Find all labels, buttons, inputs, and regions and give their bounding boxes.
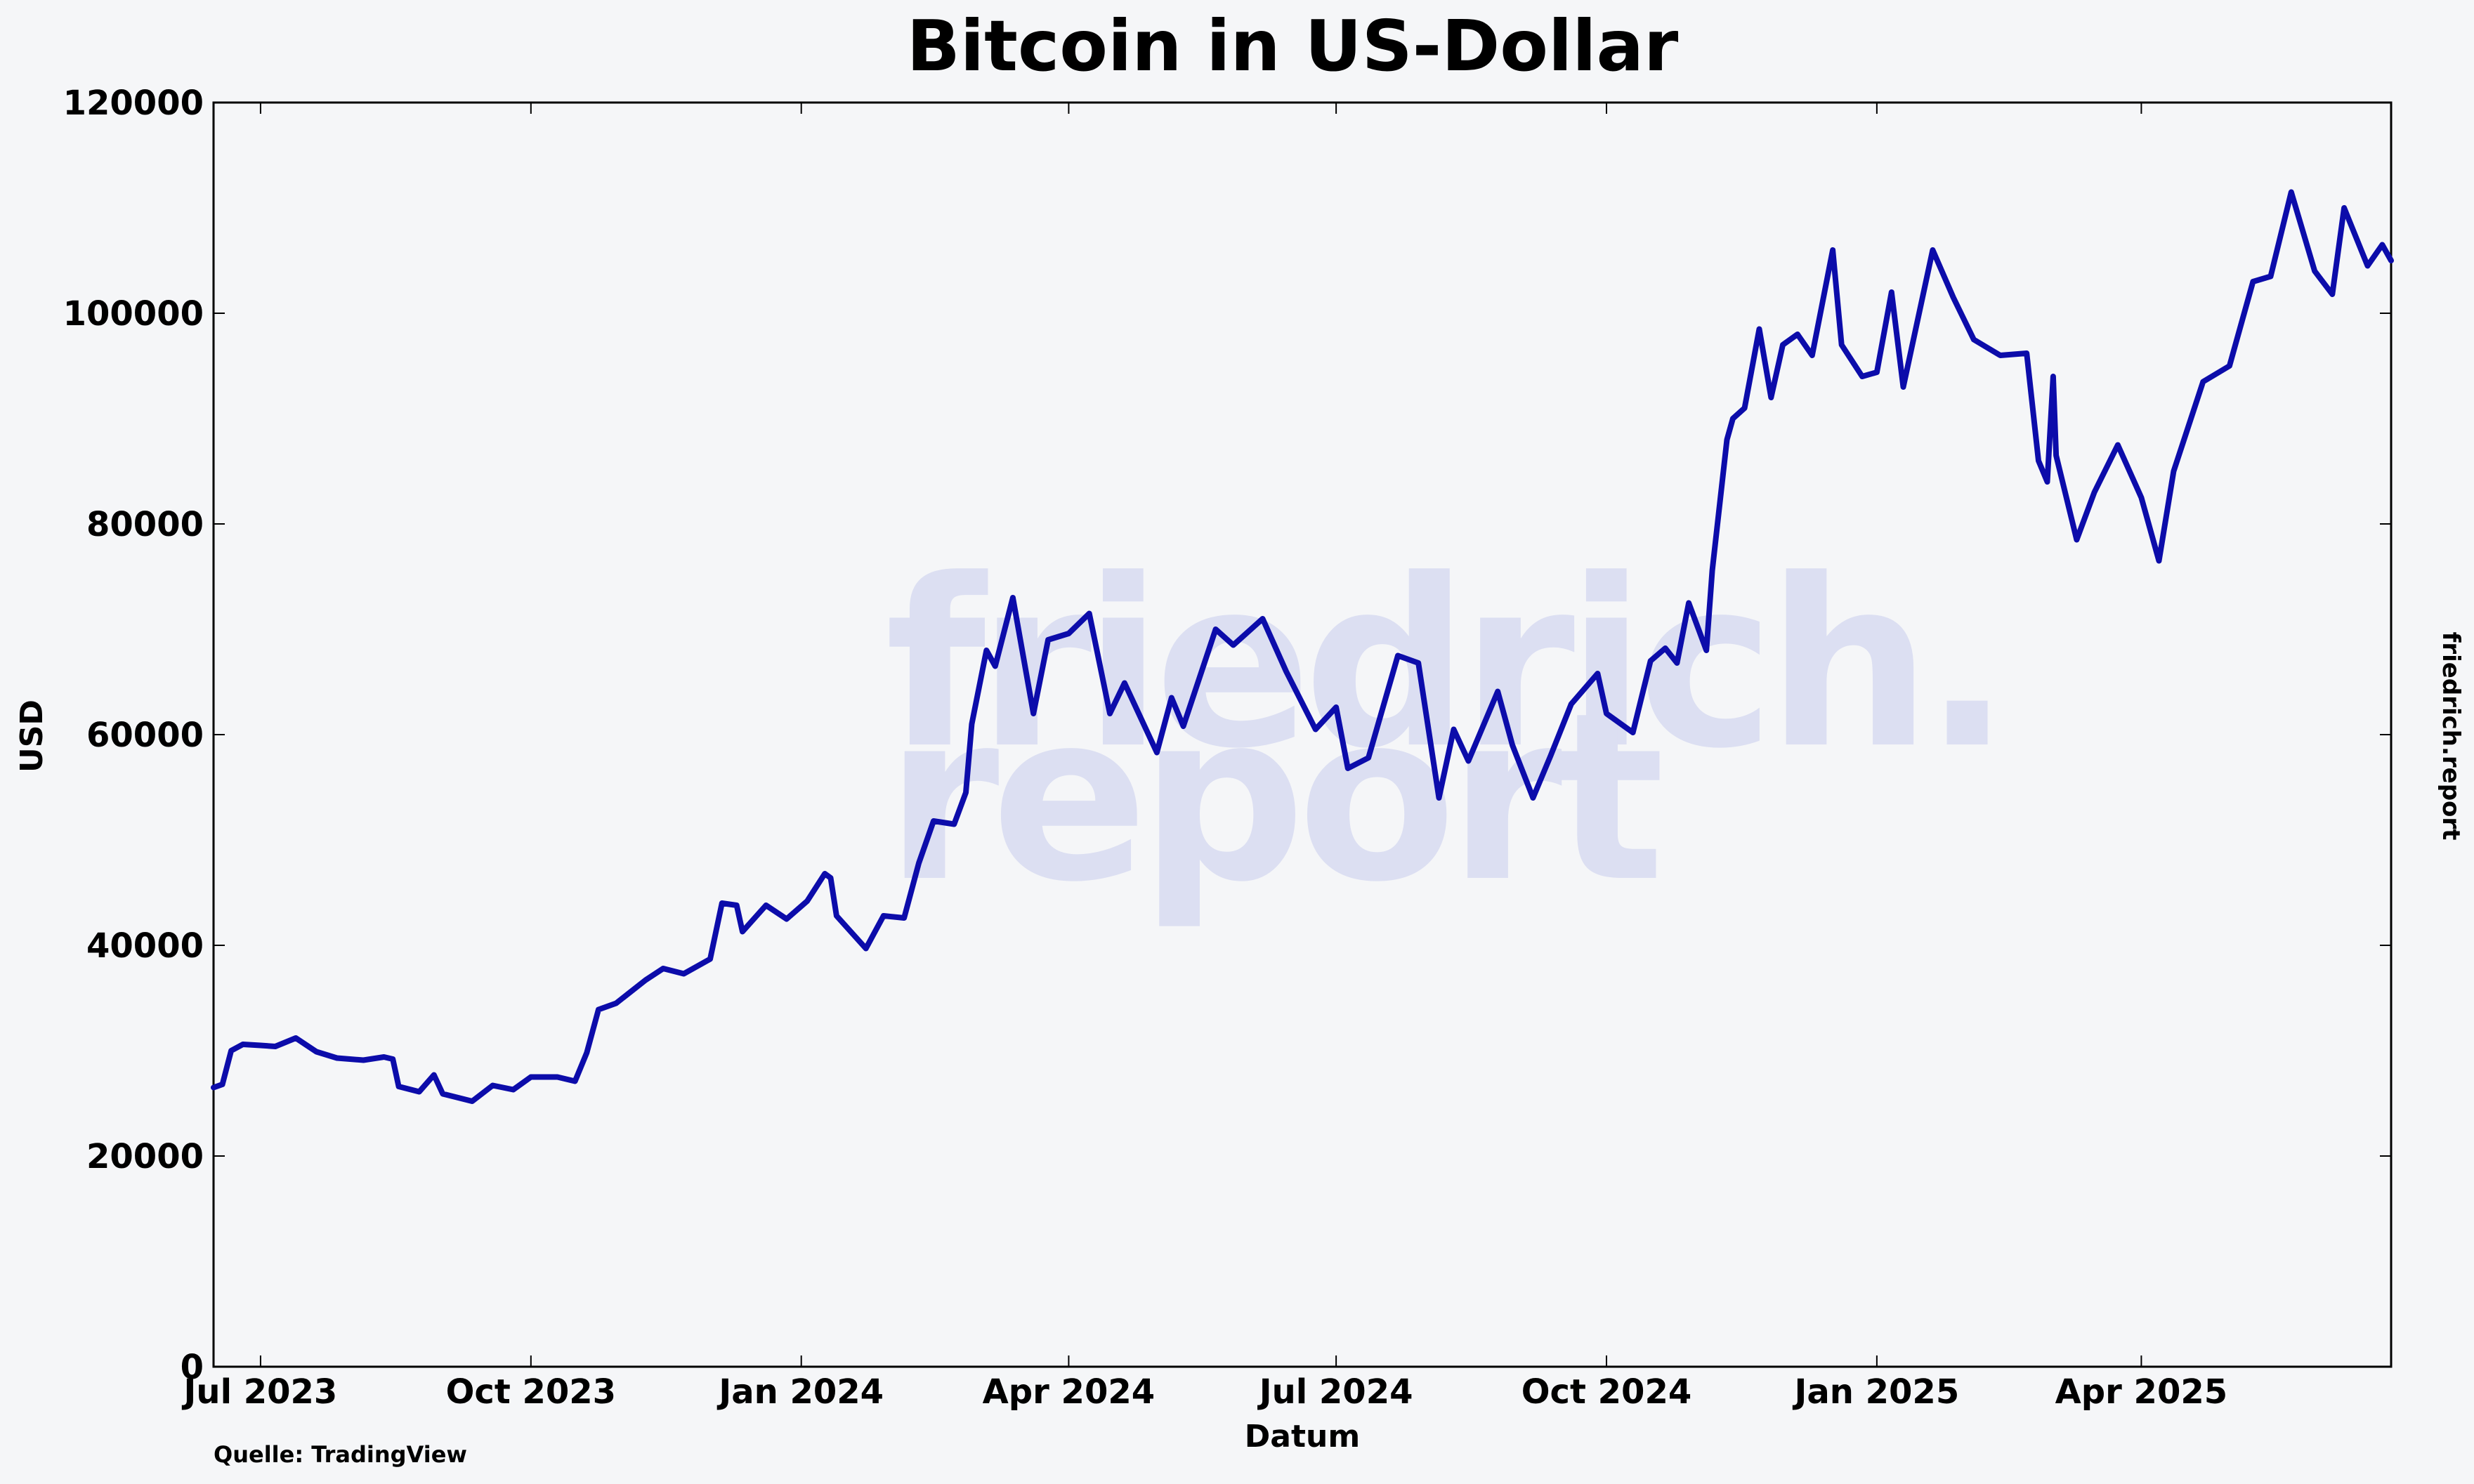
price-series-line bbox=[211, 189, 2394, 1104]
chart-title: Bitcoin in US-Dollar bbox=[907, 5, 1679, 87]
y-axis-label: USD bbox=[14, 700, 50, 773]
y-tick-label-1: 20000 bbox=[86, 1137, 204, 1176]
x-tick-label-0: Jul 2023 bbox=[182, 1372, 338, 1412]
x-tick-label-1: Oct 2023 bbox=[446, 1372, 617, 1412]
y-tick-label-4: 80000 bbox=[86, 505, 204, 544]
y-tick-label-0: 0 bbox=[181, 1348, 204, 1387]
x-axis: Jul 2023 Oct 2023 Jan 2024 Apr 2024 Jul 2024… bbox=[182, 103, 2227, 1412]
y-axis: 0 20000 40000 60000 80000 100000 120000 bbox=[63, 84, 2391, 1387]
y-tick-label-5: 100000 bbox=[63, 294, 204, 334]
watermark: friedrich. report bbox=[885, 530, 2011, 933]
x-tick-label-6: Jan 2025 bbox=[1793, 1372, 1960, 1412]
side-watermark-label: friedrich.report bbox=[2437, 632, 2465, 841]
x-tick-label-3: Apr 2024 bbox=[983, 1372, 1155, 1412]
x-tick-label-7: Apr 2025 bbox=[2055, 1372, 2227, 1412]
watermark-line2: report bbox=[885, 663, 1663, 933]
y-tick-label-6: 120000 bbox=[63, 84, 204, 123]
x-tick-label-5: Oct 2024 bbox=[1521, 1372, 1692, 1412]
source-note: Quelle: TradingView bbox=[214, 1441, 467, 1468]
x-axis-label: Datum bbox=[1245, 1419, 1360, 1455]
x-tick-label-4: Jul 2024 bbox=[1257, 1372, 1413, 1412]
x-tick-label-2: Jan 2024 bbox=[716, 1372, 884, 1412]
y-tick-label-3: 60000 bbox=[86, 716, 204, 755]
y-tick-label-2: 40000 bbox=[86, 926, 204, 966]
